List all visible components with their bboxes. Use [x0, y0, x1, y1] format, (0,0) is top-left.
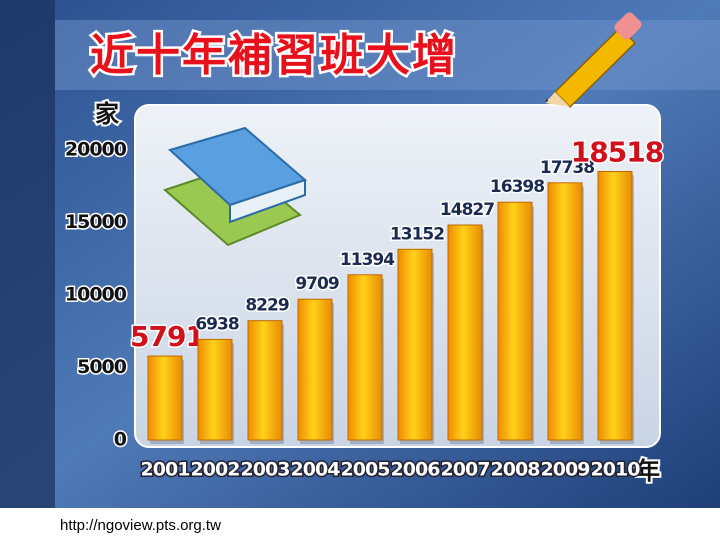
- chart-title: 近十年補習班大增: [90, 30, 458, 81]
- y-axis-label: 家: [95, 100, 119, 128]
- source-url: http://ngoview.pts.org.tw: [60, 517, 221, 534]
- x-tick-label: 2010: [591, 459, 641, 481]
- bar: [497, 201, 533, 441]
- bar: [197, 338, 233, 441]
- bar: [447, 224, 483, 441]
- x-tick-label: 2004: [291, 459, 341, 481]
- left-strip: [0, 0, 55, 508]
- bar: [297, 298, 333, 441]
- x-tick-label: 2001: [141, 459, 190, 481]
- x-tick-label: 2006: [391, 459, 441, 481]
- bar: [597, 170, 633, 441]
- value-label: 18518: [571, 135, 663, 168]
- y-tick-label: 0: [114, 429, 127, 451]
- value-label: 13152: [390, 224, 444, 244]
- bar: [247, 320, 283, 441]
- value-label: 8229: [245, 296, 288, 316]
- x-tick-label: 2002: [191, 459, 240, 481]
- bar: [547, 182, 583, 441]
- value-label: 16398: [490, 177, 544, 197]
- x-tick-label: 2008: [491, 459, 541, 481]
- value-label: 14827: [440, 200, 494, 220]
- value-label: 17738: [540, 158, 594, 178]
- y-tick-label: 5000: [77, 356, 127, 378]
- x-tick-label: 2007: [441, 459, 490, 481]
- x-tick-label: 2005: [341, 459, 390, 481]
- value-label: 5791: [130, 320, 204, 353]
- value-label: 11394: [340, 250, 395, 270]
- footer: [0, 508, 720, 540]
- bar: [397, 248, 433, 441]
- x-tick-label: 2003: [241, 459, 290, 481]
- y-tick-label: 10000: [65, 284, 127, 306]
- bar: [347, 274, 383, 441]
- bar: [147, 355, 183, 441]
- y-tick-label: 15000: [65, 211, 127, 233]
- y-tick-label: 20000: [65, 139, 127, 161]
- x-tick-label: 2009: [541, 459, 590, 481]
- book-icon: [163, 126, 307, 247]
- value-label: 9709: [295, 274, 338, 294]
- value-label: 6938: [195, 314, 238, 334]
- pencil-icon: [545, 12, 642, 109]
- x-axis-label: 年: [636, 457, 660, 485]
